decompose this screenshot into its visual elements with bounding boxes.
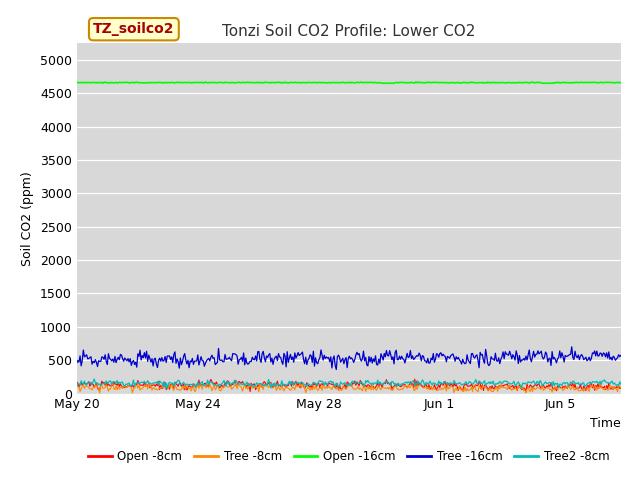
Y-axis label: Soil CO2 (ppm): Soil CO2 (ppm)	[21, 171, 35, 266]
X-axis label: Time: Time	[590, 417, 621, 430]
Text: TZ_soilco2: TZ_soilco2	[93, 22, 175, 36]
Legend: Open -8cm, Tree -8cm, Open -16cm, Tree -16cm, Tree2 -8cm: Open -8cm, Tree -8cm, Open -16cm, Tree -…	[83, 445, 614, 468]
Title: Tonzi Soil CO2 Profile: Lower CO2: Tonzi Soil CO2 Profile: Lower CO2	[222, 24, 476, 39]
